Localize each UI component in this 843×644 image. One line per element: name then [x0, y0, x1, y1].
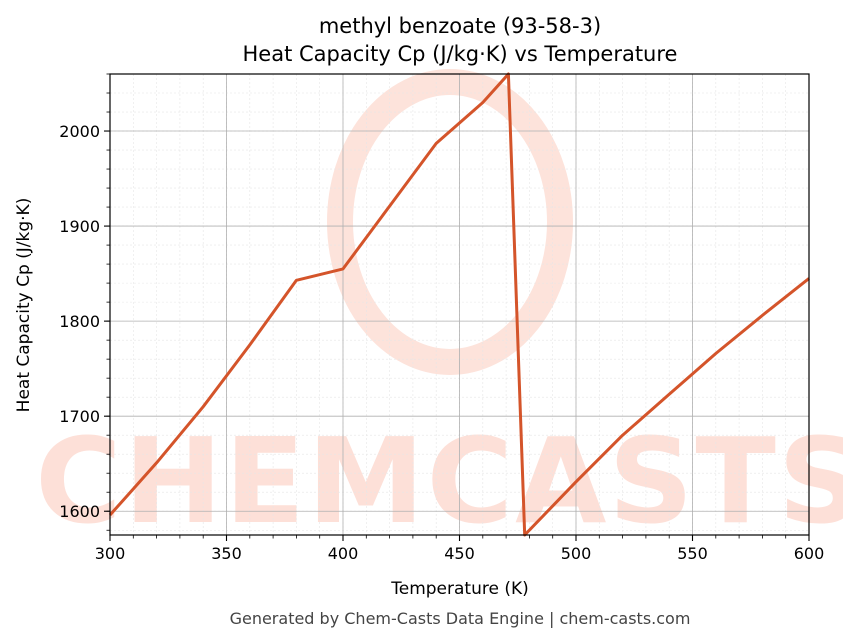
footer-credit: Generated by Chem-Casts Data Engine | ch…: [230, 609, 691, 628]
x-axis-ticks: 300 350 400 450 500 550 600: [95, 535, 825, 563]
y-tick-label: 1900: [59, 217, 100, 236]
watermark-logo: CHEMCASTS: [35, 69, 843, 550]
y-tick-label: 1600: [59, 502, 100, 521]
chart-title: methyl benzoate (93-58-3): [319, 14, 601, 38]
x-tick-label: 350: [211, 544, 242, 563]
x-tick-label: 600: [794, 544, 825, 563]
series-line: [108, 72, 810, 537]
x-tick-label: 500: [561, 544, 592, 563]
y-tick-label: 1800: [59, 312, 100, 331]
y-axis-ticks: 1600 1700 1800 1900 2000: [59, 73, 110, 531]
x-tick-label: 450: [444, 544, 475, 563]
x-tick-label: 300: [95, 544, 126, 563]
chart-subtitle: Heat Capacity Cp (J/kg·K) vs Temperature: [243, 42, 678, 66]
y-tick-label: 1700: [59, 407, 100, 426]
x-tick-label: 550: [677, 544, 708, 563]
x-axis-label: Temperature (K): [390, 579, 529, 599]
watermark-ring: [327, 69, 573, 375]
y-tick-label: 2000: [59, 122, 100, 141]
y-axis-label: Heat Capacity Cp (J/kg·K): [14, 198, 34, 413]
x-tick-label: 400: [328, 544, 359, 563]
watermark-text: CHEMCASTS: [35, 412, 843, 550]
